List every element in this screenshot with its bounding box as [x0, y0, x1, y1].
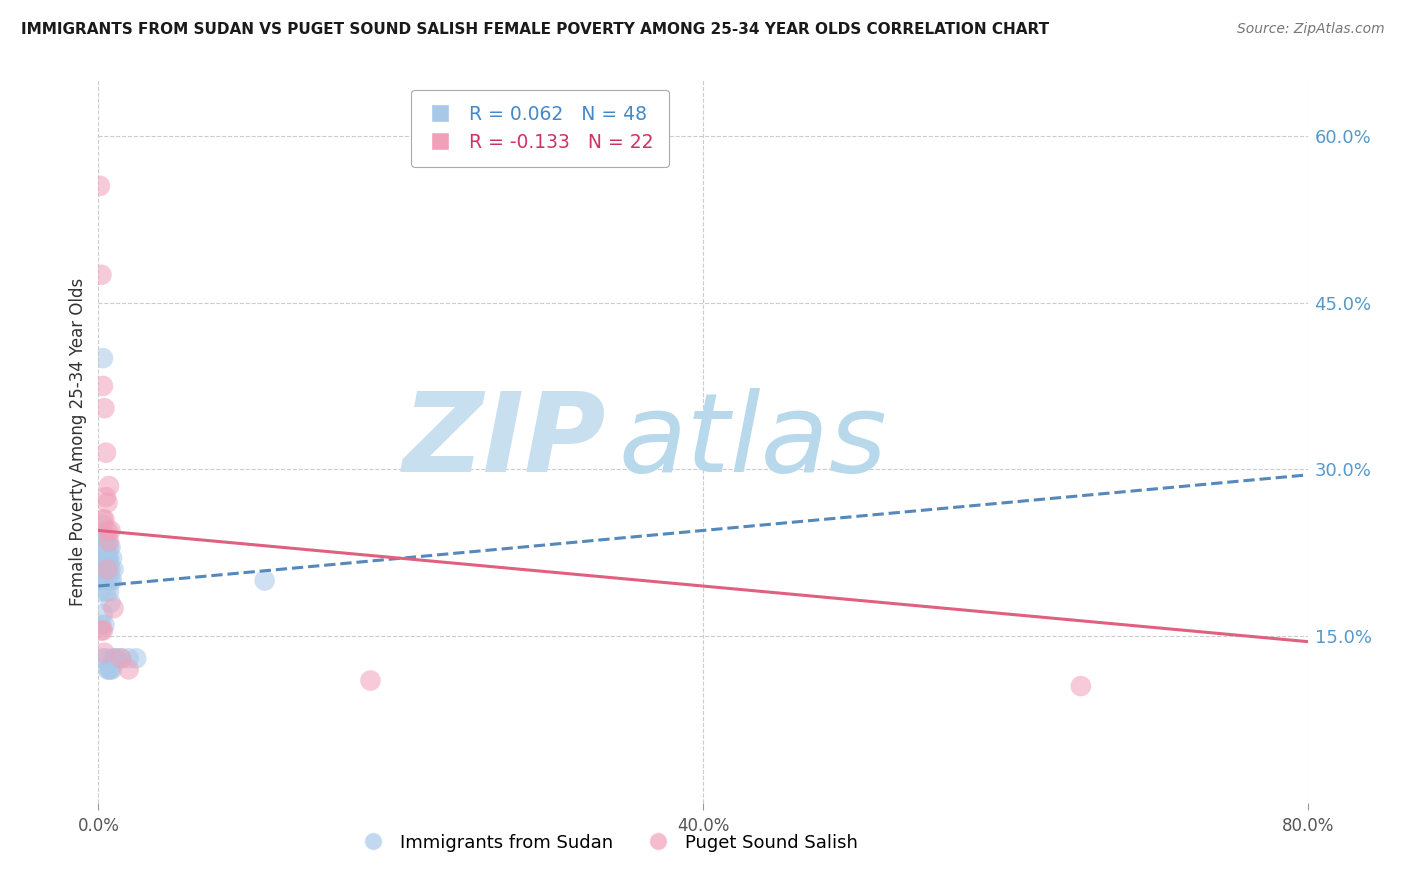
Point	[93, 551, 115, 566]
Text: atlas: atlas	[619, 388, 887, 495]
Point	[110, 651, 132, 665]
Point	[100, 662, 122, 676]
Point	[103, 562, 125, 576]
Point	[118, 651, 141, 665]
Point	[118, 662, 141, 676]
Point	[105, 651, 128, 665]
Y-axis label: Female Poverty Among 25-34 Year Olds: Female Poverty Among 25-34 Year Olds	[69, 277, 87, 606]
Point	[98, 662, 121, 676]
Point	[94, 584, 117, 599]
Point	[253, 574, 276, 588]
Point	[96, 562, 118, 576]
Point	[90, 268, 112, 282]
Point	[91, 607, 114, 621]
Point	[90, 584, 112, 599]
Point	[93, 562, 115, 576]
Point	[91, 351, 114, 366]
Point	[90, 618, 112, 632]
Point	[93, 618, 115, 632]
Point	[104, 651, 127, 665]
Point	[100, 562, 122, 576]
Point	[89, 178, 111, 193]
Point	[96, 551, 118, 566]
Point	[91, 551, 114, 566]
Text: ZIP: ZIP	[402, 388, 606, 495]
Point	[100, 596, 122, 610]
Point	[96, 662, 118, 676]
Point	[98, 551, 121, 566]
Point	[94, 562, 117, 576]
Point	[91, 379, 114, 393]
Point	[101, 551, 124, 566]
Point	[96, 574, 118, 588]
Point	[98, 479, 121, 493]
Point	[91, 651, 114, 665]
Point	[98, 584, 121, 599]
Point	[125, 651, 148, 665]
Point	[100, 540, 122, 554]
Point	[93, 401, 115, 416]
Point	[101, 662, 124, 676]
Point	[94, 490, 117, 504]
Point	[90, 529, 112, 543]
Point	[360, 673, 382, 688]
Point	[98, 540, 121, 554]
Point	[110, 651, 132, 665]
Point	[91, 574, 114, 588]
Point	[101, 574, 124, 588]
Point	[96, 529, 118, 543]
Point	[94, 540, 117, 554]
Legend: Immigrants from Sudan, Puget Sound Salish: Immigrants from Sudan, Puget Sound Salis…	[347, 826, 865, 859]
Point	[103, 651, 125, 665]
Point	[93, 529, 115, 543]
Point	[100, 524, 122, 538]
Point	[91, 624, 114, 638]
Point	[91, 540, 114, 554]
Point	[93, 512, 115, 526]
Text: IMMIGRANTS FROM SUDAN VS PUGET SOUND SALISH FEMALE POVERTY AMONG 25-34 YEAR OLDS: IMMIGRANTS FROM SUDAN VS PUGET SOUND SAL…	[21, 22, 1049, 37]
Point	[94, 540, 117, 554]
Point	[98, 562, 121, 576]
Point	[90, 562, 112, 576]
Point	[91, 517, 114, 532]
Point	[96, 496, 118, 510]
Point	[89, 574, 111, 588]
Point	[98, 534, 121, 549]
Point	[93, 574, 115, 588]
Point	[93, 646, 115, 660]
Point	[96, 524, 118, 538]
Point	[91, 512, 114, 526]
Point	[90, 624, 112, 638]
Point	[103, 601, 125, 615]
Point	[94, 651, 117, 665]
Point	[100, 574, 122, 588]
Text: Source: ZipAtlas.com: Source: ZipAtlas.com	[1237, 22, 1385, 37]
Point	[96, 551, 118, 566]
Point	[94, 445, 117, 459]
Point	[1070, 679, 1092, 693]
